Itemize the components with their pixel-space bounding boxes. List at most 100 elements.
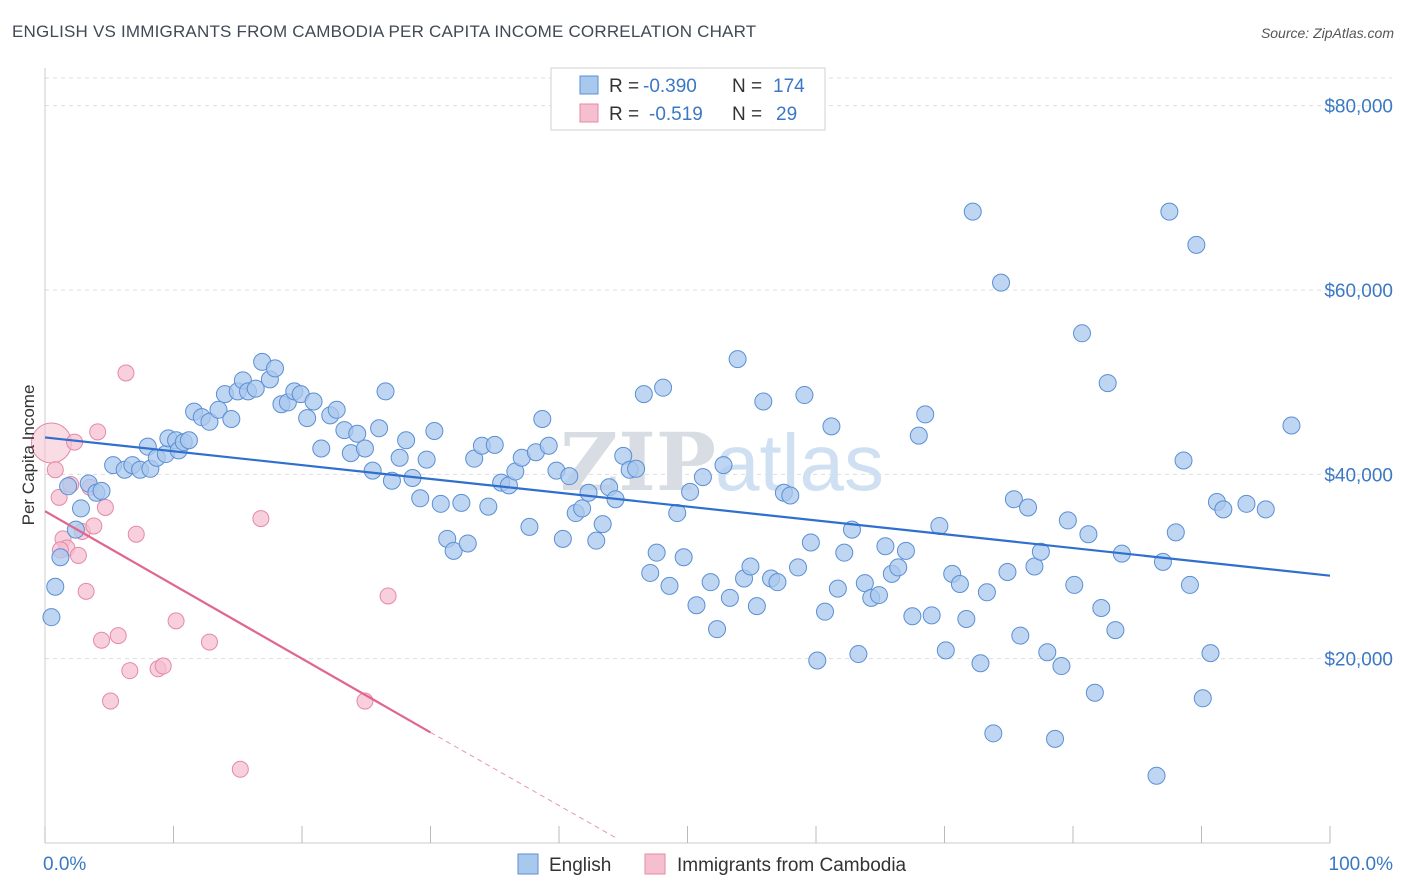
english-point	[355, 439, 374, 458]
english-point	[701, 573, 720, 592]
english-point	[390, 448, 409, 467]
y-tick-label: $20,000	[1324, 650, 1393, 671]
english-point	[1166, 523, 1185, 542]
y-tick-label: $80,000	[1324, 97, 1393, 118]
english-point	[179, 431, 198, 450]
cambodia-point	[109, 627, 127, 645]
english-point	[693, 468, 712, 487]
english-point	[903, 607, 922, 626]
english-point	[51, 548, 70, 567]
y-tick-label: $60,000	[1324, 281, 1393, 302]
chart-title: ENGLISH VS IMMIGRANTS FROM CAMBODIA PER …	[12, 22, 757, 41]
english-point	[312, 439, 331, 458]
english-point	[815, 602, 834, 621]
english-point	[593, 515, 612, 534]
english-point	[1038, 643, 1057, 662]
english-point	[1106, 621, 1125, 640]
english-point	[587, 531, 606, 550]
english-point	[708, 620, 727, 639]
cambodia-points	[30, 364, 397, 778]
english-point	[246, 379, 265, 398]
cambodia-point	[167, 612, 185, 630]
english-point	[479, 497, 498, 516]
cambodia-point	[89, 423, 107, 441]
english-point	[411, 489, 430, 508]
english-point	[539, 436, 558, 455]
x-tick-label: 0.0%	[43, 854, 86, 875]
english-point	[1214, 500, 1233, 519]
english-point	[808, 651, 827, 670]
cambodia-point	[121, 662, 139, 680]
english-point	[1256, 500, 1275, 519]
english-point	[984, 724, 1003, 743]
english-point	[485, 435, 504, 454]
english-point	[209, 400, 228, 419]
english-point	[1282, 416, 1301, 435]
cambodia-point	[200, 633, 218, 651]
cambodia-trend-extension	[430, 731, 618, 839]
english-point	[92, 481, 111, 500]
cambodia-point	[117, 364, 135, 382]
english-point	[1237, 494, 1256, 513]
legend-english-r-value: -0.390	[643, 76, 697, 97]
english-point	[444, 541, 463, 560]
english-point	[1147, 766, 1166, 785]
y-axis-title: Per Capita Income	[19, 385, 38, 526]
english-point	[936, 641, 955, 660]
english-point	[382, 471, 401, 490]
cambodia-point	[96, 499, 114, 517]
english-point	[348, 424, 367, 443]
series-legend-english-label: English	[549, 855, 611, 876]
english-point	[1011, 626, 1030, 645]
x-tick-label: 100.0%	[1329, 854, 1394, 875]
english-point	[431, 494, 450, 513]
english-point	[714, 456, 733, 475]
english-point	[370, 419, 389, 438]
english-point	[747, 597, 766, 616]
x-tick-labels: 0.0% 100.0%	[43, 854, 1393, 875]
english-point	[1180, 575, 1199, 594]
english-point	[741, 557, 760, 576]
cambodia-point	[379, 587, 397, 605]
english-point	[930, 516, 949, 535]
english-point	[660, 576, 679, 595]
english-point	[533, 410, 552, 429]
english-point	[42, 608, 61, 627]
english-point	[728, 350, 747, 369]
english-point	[627, 459, 646, 478]
legend-cambodia-r-label: R =	[609, 104, 639, 125]
english-point	[909, 426, 928, 445]
english-point	[397, 431, 416, 450]
english-point	[452, 493, 471, 512]
cambodia-point	[69, 546, 87, 564]
english-trend-line	[44, 436, 1331, 577]
english-point	[298, 409, 317, 428]
english-point	[1201, 644, 1220, 663]
english-point	[59, 477, 78, 496]
english-point	[1092, 598, 1111, 617]
english-point	[768, 573, 787, 592]
english-point	[222, 410, 241, 429]
english-point	[922, 606, 941, 625]
correlation-legend: R = -0.390 N = 174 R = -0.519 N = 29	[550, 67, 826, 131]
english-point	[963, 202, 982, 221]
english-point	[425, 422, 444, 441]
legend-cambodia-n-label: N =	[732, 104, 762, 125]
english-point	[1187, 235, 1206, 254]
legend-english-r-label: R =	[609, 76, 639, 97]
english-point	[553, 529, 572, 548]
english-point	[876, 537, 895, 556]
series-legend: English Immigrants from Cambodia	[517, 853, 907, 876]
english-points	[42, 202, 1301, 785]
watermark-atlas: atlas	[715, 418, 884, 507]
english-point	[363, 461, 382, 480]
cambodia-point	[46, 461, 64, 479]
legend-english-n-value: 174	[773, 76, 805, 97]
english-point	[520, 517, 539, 536]
series-legend-english-swatch	[517, 853, 539, 875]
english-point	[957, 610, 976, 629]
english-point	[46, 577, 65, 596]
english-point	[916, 405, 935, 424]
english-point	[822, 417, 841, 436]
